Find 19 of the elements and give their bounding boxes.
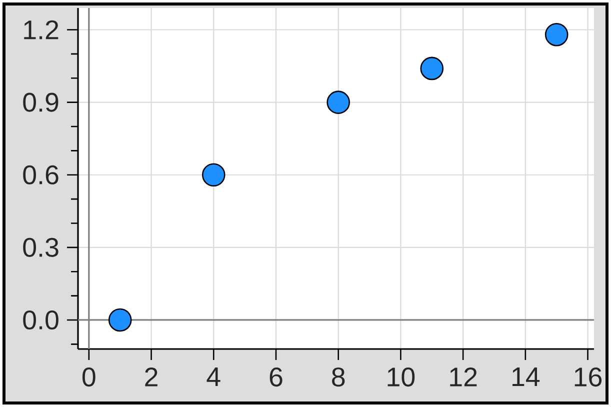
x-tick-label: 8 [332,368,345,387]
x-tick-label: 14 [512,368,540,386]
x-tick-label: 4 [206,368,220,386]
x-tick-label: 2 [145,368,158,386]
point [108,308,132,332]
y-tick-label: 0.0 [23,310,58,330]
point [202,163,226,187]
x-tick-label: 0 [82,368,96,387]
x-tick-label: 6 [270,368,282,387]
x-tick-label: 12 [450,368,477,386]
x-tick-label: 10 [388,368,415,387]
y-tick-label: 0.6 [23,165,58,184]
point [420,56,444,80]
y-tick-label: 1.2 [24,20,58,40]
x-tick-label: 16 [574,368,602,387]
point [326,90,350,114]
point [544,22,568,46]
y-tick-label: 0.9 [23,92,58,112]
y-tick-label: 0.3 [23,238,58,257]
